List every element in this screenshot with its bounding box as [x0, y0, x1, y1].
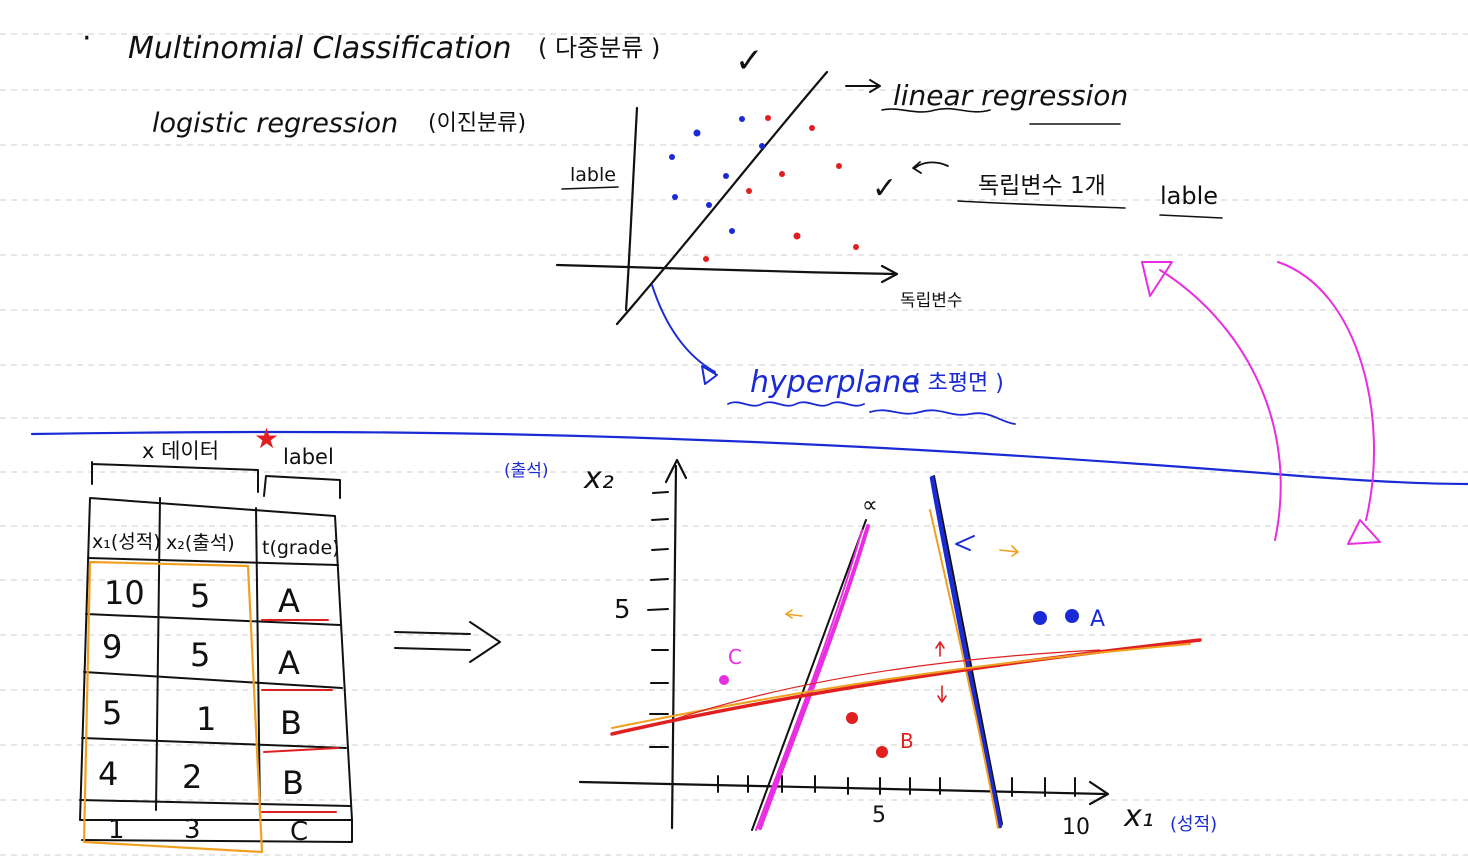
swap-arrow-left [1159, 269, 1282, 541]
table-row-3-t: B [280, 704, 302, 742]
table-row-2-t: A [278, 644, 300, 682]
point-b-2 [876, 746, 888, 758]
table-row-4-x1: 4 [98, 755, 118, 793]
lable-note: lable [1160, 182, 1218, 210]
point-a-2 [1065, 609, 1079, 623]
hyperplane-pointer [651, 284, 716, 373]
table-row-5-x1: 1 [108, 815, 125, 845]
x-axis-label: x₁ [1123, 799, 1154, 834]
y-tick-5: 5 [614, 595, 631, 625]
col-header-x1: x₁(성적) [92, 531, 161, 553]
top-blue-points [669, 116, 765, 234]
top-red-points [703, 115, 859, 262]
star-mark: ★ [254, 422, 279, 455]
hyperplane-paren: ( 초평면 ) [912, 371, 1004, 396]
point-c-1 [719, 675, 729, 685]
bottom-y-axis [670, 464, 678, 830]
table-row-5-t: C [290, 817, 308, 847]
y-axis-label: x₂ [583, 461, 614, 496]
bottom-x-arrow-icon [1088, 780, 1110, 806]
regression-line-label: linear regression [893, 79, 1128, 112]
col-header-x2: x₂(출석) [166, 532, 235, 554]
table-row-3-x2: 1 [196, 700, 216, 738]
ruled-lines [0, 33, 1468, 856]
hyperplane-arrow-icon [701, 365, 718, 385]
x-data-label: x 데이터 [142, 439, 219, 463]
class-label-b: B [900, 729, 914, 753]
section-divider [30, 430, 1468, 486]
point-a-1 [1033, 611, 1047, 625]
table-row-4-t: B [282, 764, 304, 802]
bottom-plot: 5 10 5 (출석) x₂ x₁ (성적) ∝ A B C [504, 458, 1217, 840]
regression-line [615, 70, 829, 326]
top-y-axis [624, 106, 639, 312]
curl-arrow-icon [912, 161, 949, 174]
top-x-arrow-icon [880, 264, 899, 284]
top-plot-check: ✓ [872, 171, 897, 206]
swap-arrow-right [1277, 261, 1376, 521]
implies-arrow-icon [394, 621, 501, 663]
intersection-mark: ∝ [862, 493, 878, 518]
table-row-1-x2: 5 [190, 577, 210, 615]
x-tick-5: 5 [872, 803, 886, 828]
class-label-a: A [1090, 607, 1105, 632]
class-label-c: C [728, 645, 742, 669]
table-row-4-x2: 2 [182, 758, 202, 796]
boundary-a [929, 475, 1003, 829]
table-row-3-x1: 5 [102, 694, 122, 732]
bottom-y-arrow-icon [664, 458, 688, 484]
top-y-label: lable [570, 164, 616, 186]
table-row-2-x1: 9 [102, 628, 122, 666]
table-row-5-x2: 3 [184, 815, 201, 845]
subtitle-paren: (이진분류) [428, 111, 526, 136]
table-row-2-x2: 5 [190, 636, 210, 674]
top-x-axis [555, 263, 897, 276]
title-check: ✓ [735, 41, 764, 81]
x-data-selection [82, 560, 264, 854]
label-header: label [283, 445, 334, 469]
title-main: Multinomial Classification [128, 31, 512, 66]
subtitle-main: logistic regression [152, 108, 398, 139]
top-x-label: 독립변수 [900, 291, 963, 311]
point-b-1 [846, 712, 858, 724]
x-tick-10: 10 [1062, 815, 1090, 840]
title-bullet: · [82, 21, 92, 56]
hyperplane-label: hyperplane [750, 365, 920, 400]
col-header-t: t(grade) [262, 537, 340, 559]
independent-variable-note: 독립변수 1개 [978, 173, 1106, 199]
top-plot: lable 독립변수 linear regression ✓ 독립변수 1개 l… [555, 70, 1223, 425]
regression-arrow [845, 79, 881, 93]
title-paren: ( 다중분류 ) [538, 34, 660, 62]
x-axis-note: (성적) [1170, 814, 1217, 835]
boundary-b [610, 638, 1202, 736]
table-row-1-t: A [278, 582, 300, 620]
boundary-c [758, 524, 870, 830]
y-axis-note: (출석) [504, 461, 549, 481]
bottom-x-axis [578, 780, 1107, 796]
table-row-1-x1: 10 [104, 574, 145, 612]
data-table: x 데이터 ★ label x₁(성적) x₂(출석) t(grade) 10 … [79, 422, 353, 854]
